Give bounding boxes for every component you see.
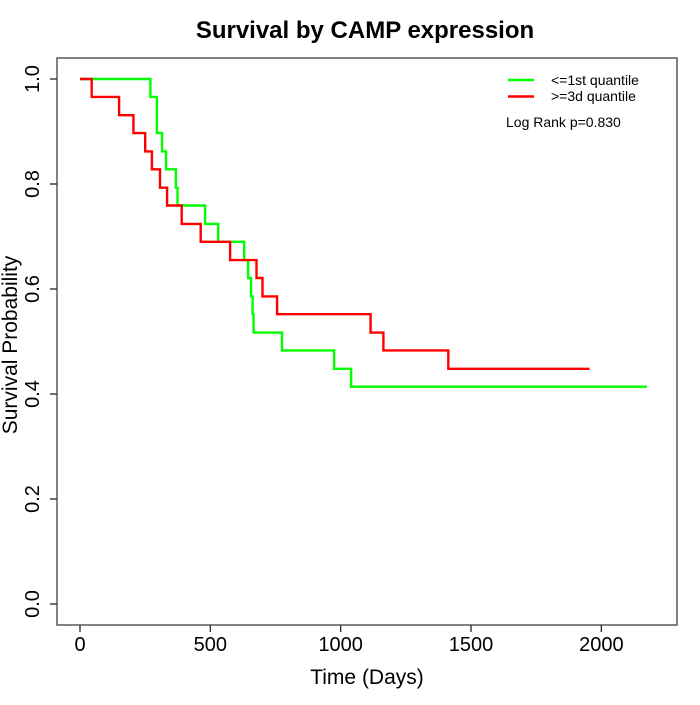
x-tick-label: 1000 (318, 634, 363, 656)
x-axis-title: Time (Days) (310, 666, 424, 689)
x-tick-label: 500 (194, 634, 227, 656)
y-tick-label: 0.2 (22, 485, 44, 513)
x-axis: 0 500 1000 1500 2000 (74, 625, 624, 656)
log-rank-annotation: Log Rank p=0.830 (506, 114, 621, 130)
y-axis: 0.0 0.2 0.4 0.6 0.8 1.0 (22, 65, 57, 618)
y-tick-label: 0.8 (22, 170, 44, 198)
x-tick-label: 1500 (449, 634, 494, 656)
legend-label-first-quantile: <=1st quantile (551, 72, 639, 88)
y-axis-title: Survival Probability (0, 255, 22, 434)
legend: <=1st quantile >=3d quantile Log Rank p=… (506, 72, 639, 130)
y-tick-label: 1.0 (22, 65, 44, 93)
y-tick-label: 0.6 (22, 275, 44, 303)
survival-curves (80, 77, 647, 388)
chart-title: Survival by CAMP expression (196, 17, 534, 44)
y-tick-label: 0.4 (22, 380, 44, 408)
x-tick-label: 2000 (579, 634, 624, 656)
plot-border (56, 57, 678, 626)
x-tick-label: 0 (74, 634, 85, 656)
y-tick-label: 0.0 (22, 590, 44, 618)
survival-curve-third-quantile (80, 77, 590, 370)
legend-label-third-quantile: >=3d quantile (551, 88, 636, 104)
